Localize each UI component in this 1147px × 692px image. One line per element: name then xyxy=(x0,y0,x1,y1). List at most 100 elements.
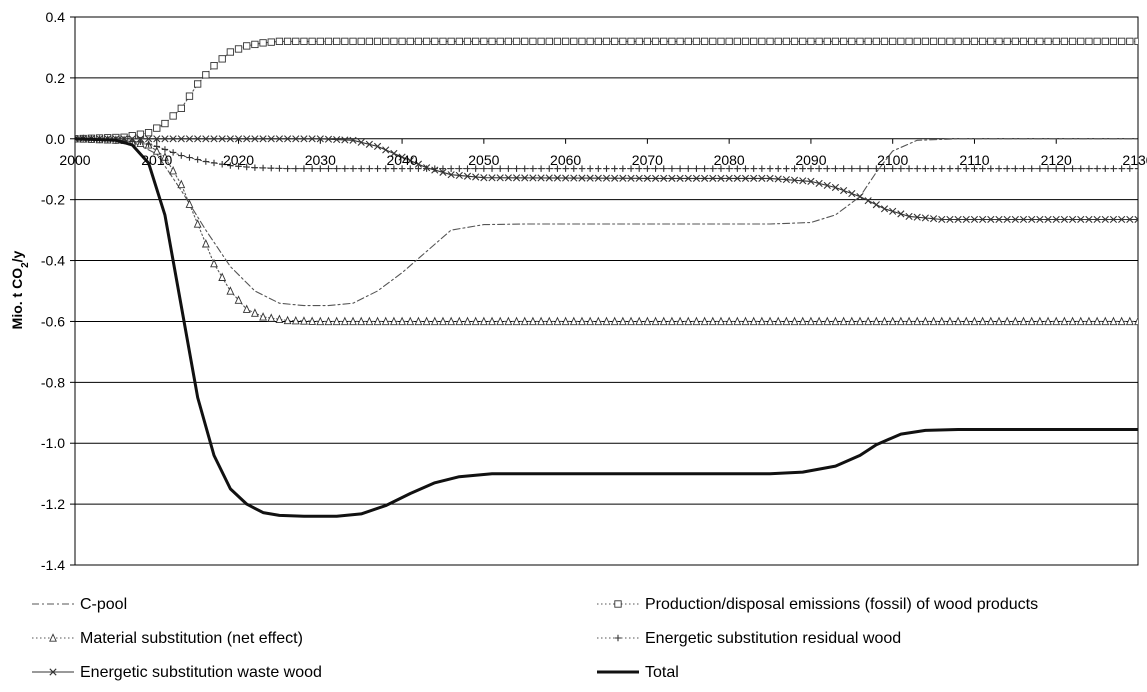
data-point-marker xyxy=(561,316,570,326)
data-point-marker xyxy=(521,174,529,182)
y-tick-label: -1.2 xyxy=(41,496,65,512)
data-point-marker xyxy=(415,165,422,172)
data-point-marker xyxy=(1028,37,1036,46)
data-point-marker xyxy=(259,164,267,172)
data-point-marker xyxy=(136,130,145,138)
data-point-marker xyxy=(512,37,521,46)
data-point-marker xyxy=(734,165,741,172)
data-point-marker xyxy=(798,316,807,326)
axes xyxy=(70,16,1139,566)
data-point-marker xyxy=(439,168,447,176)
data-point-marker xyxy=(889,207,897,215)
data-point-marker xyxy=(152,146,161,155)
data-point-marker xyxy=(464,165,471,172)
data-point-marker xyxy=(619,37,627,46)
legend-item: Total xyxy=(597,664,679,681)
data-point-marker xyxy=(291,315,300,325)
data-point-marker xyxy=(1028,165,1035,172)
data-point-marker xyxy=(651,316,660,326)
data-point-marker xyxy=(251,40,259,49)
data-point-marker xyxy=(995,215,1003,224)
data-point-marker xyxy=(905,316,913,326)
legend-label: Energetic substitution residual wood xyxy=(645,630,901,647)
data-point-marker xyxy=(1118,215,1126,224)
data-point-marker xyxy=(275,37,284,46)
data-point-marker xyxy=(169,165,178,175)
data-point-marker xyxy=(292,37,300,46)
data-point-marker xyxy=(504,316,513,326)
data-point-marker xyxy=(594,316,603,326)
data-point-marker xyxy=(284,165,291,172)
data-point-marker xyxy=(938,37,946,46)
legend-label: Material substitution (net effect) xyxy=(80,630,303,647)
data-point-marker xyxy=(1061,165,1068,172)
data-point-marker xyxy=(398,165,406,172)
data-point-marker xyxy=(561,37,570,46)
data-point-marker xyxy=(373,316,382,326)
data-point-marker xyxy=(169,112,177,120)
data-point-marker xyxy=(472,173,480,181)
data-point-marker xyxy=(488,165,496,172)
data-point-marker xyxy=(905,212,913,220)
data-point-marker xyxy=(537,165,545,172)
data-point-marker xyxy=(831,316,840,326)
series-line xyxy=(75,138,1138,307)
data-point-marker xyxy=(602,37,611,46)
data-point-marker xyxy=(316,316,325,326)
data-point-marker xyxy=(938,165,945,172)
data-point-marker xyxy=(594,174,602,182)
data-point-marker xyxy=(259,312,267,321)
data-point-marker xyxy=(161,152,169,161)
data-point-marker xyxy=(946,37,954,46)
data-point-marker xyxy=(685,165,692,172)
data-point-marker xyxy=(471,316,480,326)
data-point-marker xyxy=(905,37,913,46)
data-point-marker xyxy=(390,37,398,46)
data-point-marker xyxy=(889,37,897,46)
data-point-marker xyxy=(177,104,185,112)
data-point-marker xyxy=(169,149,177,156)
series-5 xyxy=(75,135,1138,224)
data-point-marker xyxy=(1036,165,1044,172)
data-point-marker xyxy=(913,213,921,221)
data-point-marker xyxy=(267,313,276,322)
series-line xyxy=(75,137,1138,518)
data-point-marker xyxy=(243,42,251,50)
data-point-marker xyxy=(1117,316,1126,326)
y-tick-label: -0.4 xyxy=(41,253,65,269)
data-point-marker xyxy=(839,316,848,326)
data-point-marker xyxy=(701,174,709,182)
data-point-marker xyxy=(529,37,537,46)
data-point-marker xyxy=(308,316,317,325)
data-point-marker xyxy=(545,174,553,182)
data-point-marker xyxy=(226,48,235,56)
data-point-marker xyxy=(1077,37,1085,46)
data-point-marker xyxy=(1044,165,1052,172)
data-point-marker xyxy=(144,129,153,137)
legend-item: Material substitution (net effect) xyxy=(32,630,303,647)
data-point-marker xyxy=(701,165,708,172)
data-point-marker xyxy=(684,37,692,46)
data-point-marker xyxy=(1060,37,1069,46)
data-point-marker xyxy=(283,315,292,325)
data-point-marker xyxy=(300,37,308,46)
data-point-marker xyxy=(872,316,881,326)
data-point-marker xyxy=(946,215,954,224)
data-point-marker xyxy=(856,37,864,46)
data-point-marker xyxy=(243,135,251,143)
data-point-marker xyxy=(905,165,913,172)
data-point-marker xyxy=(357,165,365,172)
data-point-marker xyxy=(946,316,954,326)
data-point-marker xyxy=(374,165,381,172)
data-point-marker xyxy=(341,136,349,144)
data-point-marker xyxy=(799,37,807,46)
data-point-marker xyxy=(480,37,488,46)
data-point-marker xyxy=(725,174,733,182)
data-point-marker xyxy=(986,316,995,326)
data-point-marker xyxy=(1093,316,1102,326)
data-point-marker xyxy=(880,316,889,326)
data-point-marker xyxy=(1085,215,1093,224)
data-point-marker xyxy=(202,71,210,79)
x-tick-label: 2020 xyxy=(223,152,254,168)
